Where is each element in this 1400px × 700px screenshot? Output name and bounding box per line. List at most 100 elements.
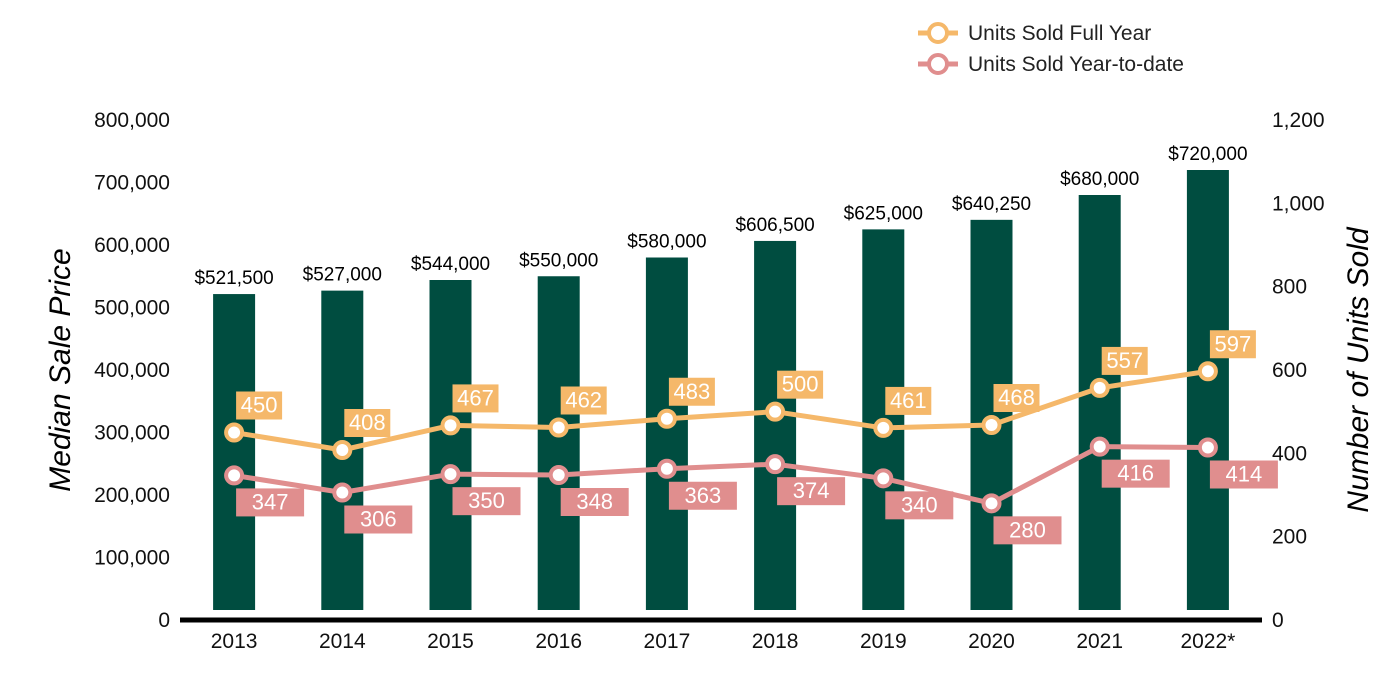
data-point xyxy=(981,493,1002,514)
data-point xyxy=(1197,361,1218,382)
data-point xyxy=(656,458,677,479)
bar-value-label: $544,000 xyxy=(411,254,490,275)
bar-labels: $521,500 $527,000 $544,000 $550,000 $580,000… xyxy=(194,144,1247,289)
data-label-box xyxy=(452,384,499,413)
data-label: 408 xyxy=(349,410,386,435)
data-point xyxy=(224,422,245,443)
data-label: 500 xyxy=(782,372,819,397)
data-label: 416 xyxy=(1117,461,1154,486)
bars xyxy=(213,170,1229,610)
y-tick-label: 100,000 xyxy=(94,547,170,570)
x-tick-label: 2016 xyxy=(535,630,582,653)
data-label-box xyxy=(1209,330,1256,359)
bar-value-label: $606,500 xyxy=(735,215,814,236)
y2-tick-label: 800 xyxy=(1272,276,1307,299)
data-label-box xyxy=(993,516,1062,545)
y-tick-label: 700,000 xyxy=(94,172,170,195)
y2-tick-label: 1,200 xyxy=(1272,109,1325,132)
legend-item: Units Sold Full Year xyxy=(918,22,1151,45)
bar-value-label: $625,000 xyxy=(844,203,923,224)
data-label-box xyxy=(668,481,737,510)
data-label-box xyxy=(560,386,607,415)
y-tick-label: 400,000 xyxy=(94,359,170,382)
series-line xyxy=(233,368,1209,453)
data-label: 348 xyxy=(576,489,613,514)
y-tick-label: 600,000 xyxy=(94,234,170,257)
data-label: 483 xyxy=(674,379,711,404)
y-tick-label: 300,000 xyxy=(94,422,170,445)
data-label-box xyxy=(885,491,954,520)
y2-tick-label: 0 xyxy=(1272,609,1284,632)
legend-swatch-marker xyxy=(927,53,949,75)
bar xyxy=(970,219,1013,610)
bar-value-label: $640,250 xyxy=(952,194,1031,215)
bar xyxy=(429,280,472,610)
y-tick-label: 800,000 xyxy=(94,109,170,132)
data-label: 350 xyxy=(468,488,505,513)
data-label: 363 xyxy=(685,483,722,508)
bar-value-label: $580,000 xyxy=(627,232,706,253)
x-tick-label: 2013 xyxy=(211,630,258,653)
data-point xyxy=(440,464,461,485)
data-label: 414 xyxy=(1226,462,1263,487)
data-label-box xyxy=(344,409,391,437)
legend-label: Units Sold Full Year xyxy=(968,22,1151,45)
data-label-box xyxy=(1101,346,1148,375)
x-axis-ticks: 2013 2014 2015 2016 2017 2018 2019 2020 2021 2022… xyxy=(211,630,1236,653)
data-label: 468 xyxy=(998,385,1035,410)
y2-axis-ticks: 0 200 400 600 800 1,000 1,200 xyxy=(1272,109,1325,632)
data-label: 461 xyxy=(890,388,927,413)
data-point xyxy=(440,415,461,436)
data-label-box xyxy=(777,370,824,399)
series-units-sold-year-to-date: 347 306 350 348 363 374 340 280 416 414 xyxy=(224,436,1278,545)
x-tick-label: 2015 xyxy=(427,630,474,653)
data-point xyxy=(332,482,353,503)
data-label-box xyxy=(1209,460,1278,489)
x-tick-label: 2022* xyxy=(1180,630,1235,653)
bar-value-label: $521,500 xyxy=(194,268,273,289)
bar xyxy=(754,240,797,610)
legend-label: Units Sold Year-to-date xyxy=(968,53,1184,76)
bar-value-label: $527,000 xyxy=(303,265,382,286)
data-label-box xyxy=(668,377,715,406)
data-label: 467 xyxy=(457,385,494,410)
y2-tick-label: 200 xyxy=(1272,526,1307,549)
y-tick-label: 500,000 xyxy=(94,297,170,320)
data-label: 450 xyxy=(241,393,278,418)
legend: Units Sold Full Year Units Sold Year-to-d… xyxy=(918,22,1184,76)
bar xyxy=(213,294,256,610)
data-point xyxy=(873,468,894,489)
data-point xyxy=(981,415,1002,435)
series-line xyxy=(233,444,1208,506)
x-tick-label: 2021 xyxy=(1076,630,1123,653)
data-point xyxy=(765,401,786,422)
bar xyxy=(645,257,688,610)
data-label: 597 xyxy=(1215,331,1252,356)
data-label: 306 xyxy=(360,507,397,532)
data-label-box xyxy=(993,384,1040,412)
data-point xyxy=(765,454,786,475)
data-point xyxy=(1197,437,1218,458)
series-units-sold-full-year: 450 408 467 462 483 500 461 468 557 597 xyxy=(224,330,1256,460)
data-label-box xyxy=(777,477,846,506)
bar-value-label: $720,000 xyxy=(1168,144,1247,165)
y-tick-label: 0 xyxy=(158,609,170,632)
data-label-box xyxy=(344,505,413,534)
x-tick-label: 2018 xyxy=(752,630,799,653)
legend-item: Units Sold Year-to-date xyxy=(918,53,1184,76)
data-label: 557 xyxy=(1106,348,1143,373)
data-label-box xyxy=(560,488,629,516)
x-tick-label: 2020 xyxy=(968,630,1015,653)
y2-tick-label: 600 xyxy=(1272,359,1307,382)
data-label: 347 xyxy=(252,489,289,514)
bar xyxy=(1186,170,1229,610)
y-axis-title: Median Sale Price xyxy=(44,248,77,491)
x-tick-label: 2017 xyxy=(644,630,691,653)
y2-axis-title: Number of Units Sold xyxy=(1342,226,1375,512)
y-axis-ticks: 0 100,000 200,000 300,000 400,000 500,000 600,… xyxy=(94,109,170,632)
y2-tick-label: 1,000 xyxy=(1272,192,1325,215)
legend-swatch-marker xyxy=(927,22,949,44)
x-tick-label: 2014 xyxy=(319,630,366,653)
